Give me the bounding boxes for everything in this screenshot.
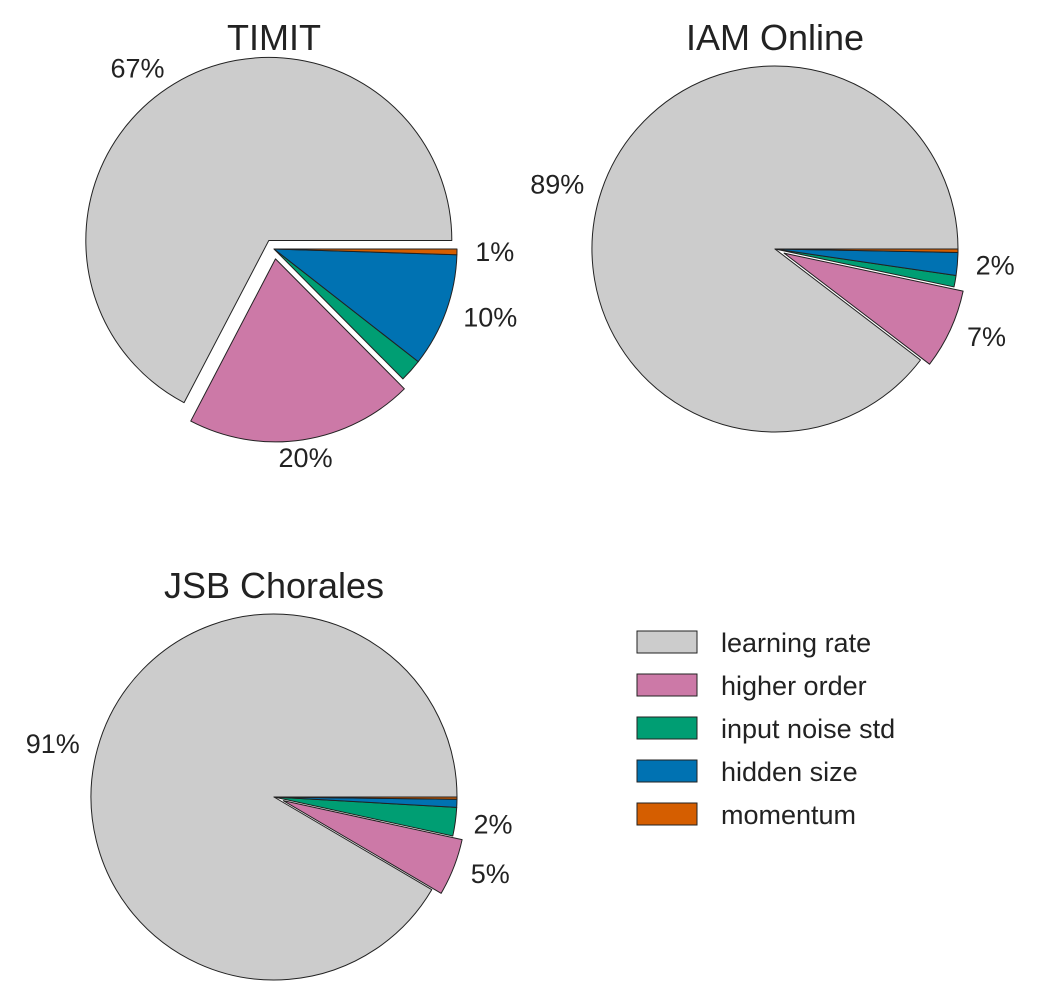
legend-label: hidden size xyxy=(721,757,858,787)
pie-chart-timit: TIMIT 67% 20% 10% 1% xyxy=(85,17,517,473)
legend-entry-momentum: momentum xyxy=(636,800,856,830)
legend-label: higher order xyxy=(721,671,867,701)
pct-label-hidden-size: 2% xyxy=(976,251,1015,281)
legend: learning rate higher order input noise std… xyxy=(636,628,895,830)
chart-title: IAM Online xyxy=(686,17,864,58)
pie-chart-jsb-chorales: JSB Chorales 91% 5% 2% xyxy=(26,565,512,981)
legend-entry-input-noise-std: input noise std xyxy=(636,714,895,744)
legend-label: learning rate xyxy=(721,628,871,658)
slice-momentum xyxy=(273,248,458,256)
slice-momentum xyxy=(273,796,458,800)
legend-entry-hidden-size: hidden size xyxy=(636,757,858,787)
legend-label: input noise std xyxy=(721,714,895,744)
pct-label-learning-rate: 91% xyxy=(26,729,80,759)
pct-label-momentum: 1% xyxy=(475,237,514,267)
legend-swatch xyxy=(636,716,698,740)
pct-label-learning-rate: 67% xyxy=(110,53,164,83)
pct-label-higher-order: 20% xyxy=(279,443,333,473)
chart-title: TIMIT xyxy=(227,17,321,58)
chart-title: JSB Chorales xyxy=(164,565,384,606)
slice-higher-order xyxy=(783,252,964,365)
pct-label-higher-order: 5% xyxy=(471,859,510,889)
slice-learning-rate xyxy=(85,56,453,404)
slice-higher-order xyxy=(282,800,463,894)
legend-swatch xyxy=(636,630,698,654)
legend-label: momentum xyxy=(721,800,856,830)
legend-swatch xyxy=(636,802,698,826)
pie-chart-iam-online: IAM Online 89% 7% 2% xyxy=(530,17,1015,433)
pct-label-hidden-size: 10% xyxy=(463,303,517,333)
legend-swatch xyxy=(636,673,698,697)
legend-entry-learning-rate: learning rate xyxy=(636,628,871,658)
slice-higher-order xyxy=(190,258,405,443)
slice-hidden-size xyxy=(273,248,458,363)
pct-label-input-noise-std: 2% xyxy=(473,809,512,839)
legend-swatch xyxy=(636,759,698,783)
legend-entry-higher-order: higher order xyxy=(636,671,867,701)
slice-momentum xyxy=(774,248,959,253)
pct-label-learning-rate: 89% xyxy=(530,170,584,200)
pct-label-higher-order: 7% xyxy=(967,322,1006,352)
